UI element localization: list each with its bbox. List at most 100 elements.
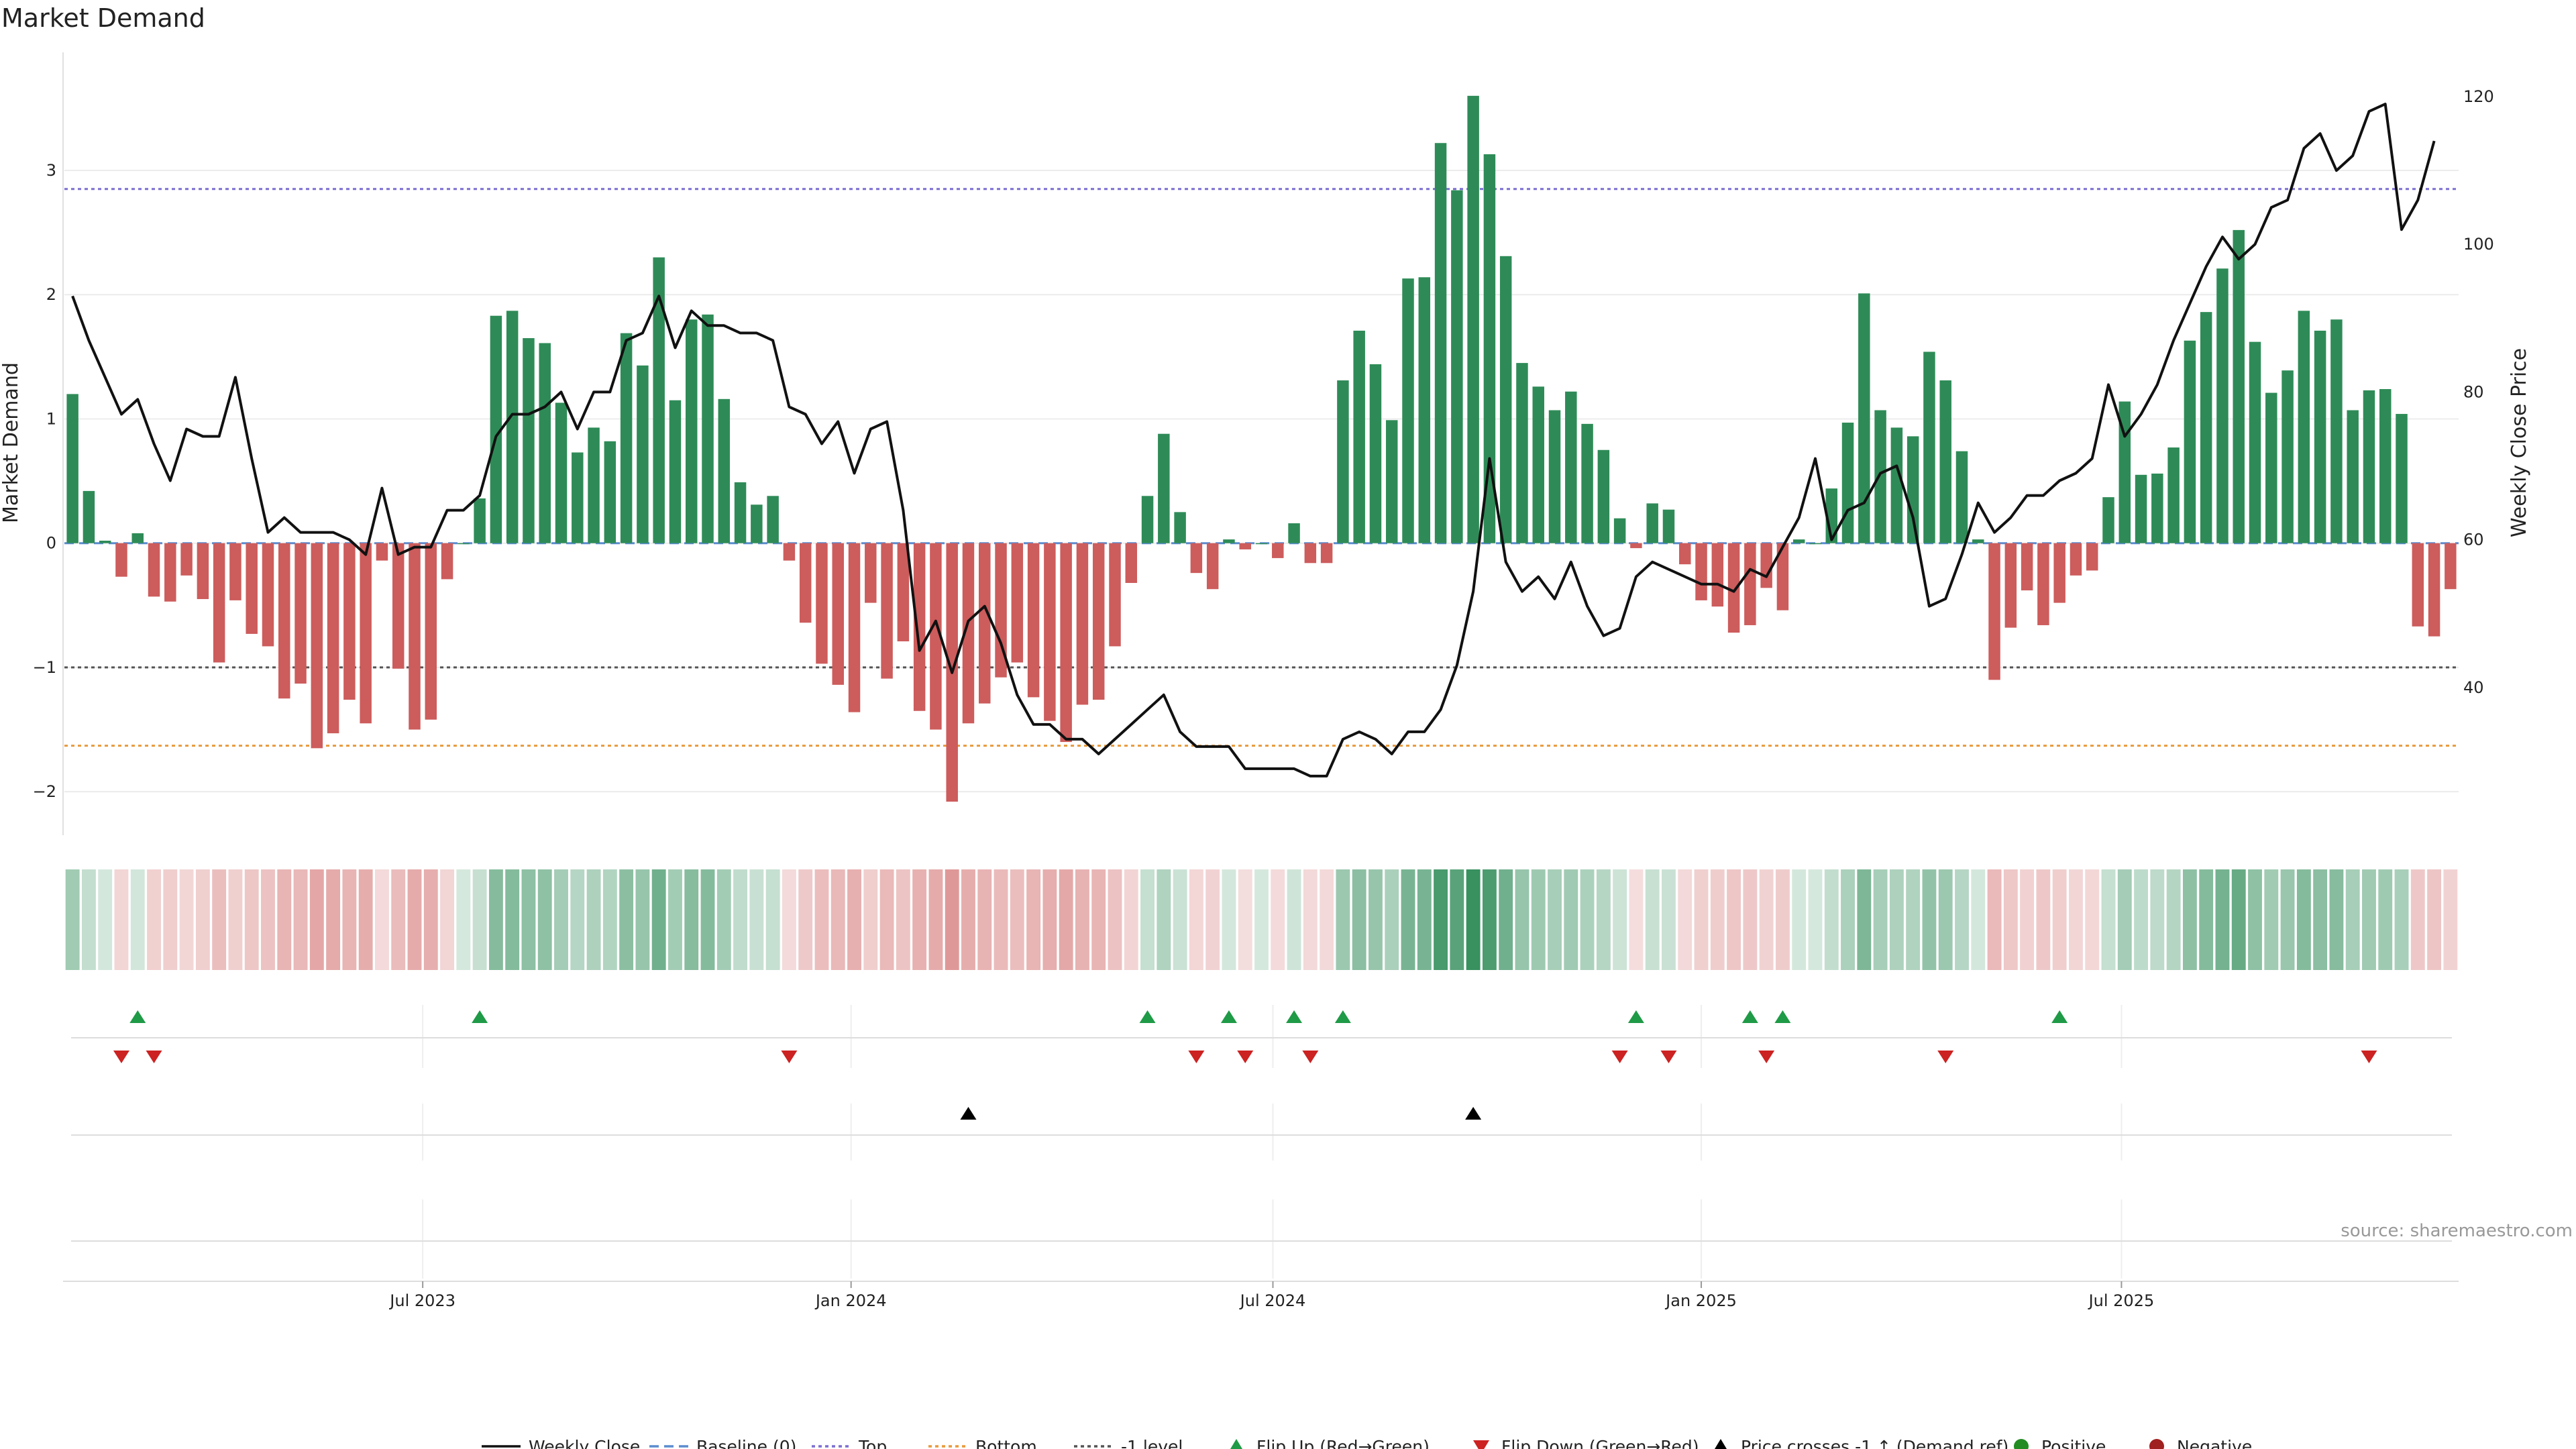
demand-bar bbox=[164, 543, 176, 602]
demand-bar bbox=[1988, 543, 2000, 680]
demand-bar bbox=[474, 498, 486, 543]
demand-heat-cell bbox=[1075, 869, 1089, 970]
demand-heat-cell bbox=[1189, 869, 1203, 970]
demand-heat-cell bbox=[961, 869, 975, 970]
demand-heat-cell bbox=[1841, 869, 1855, 970]
demand-heat-cell bbox=[1466, 869, 1481, 970]
demand-heat-cell bbox=[1889, 869, 1904, 970]
demand-bar bbox=[1418, 277, 1431, 543]
demand-heat-cell bbox=[1987, 869, 2002, 970]
flip-down-marker bbox=[146, 1051, 162, 1063]
demand-bar bbox=[604, 441, 616, 543]
demand-bar bbox=[685, 319, 698, 543]
demand-heat-cell bbox=[1368, 869, 1383, 970]
demand-bar bbox=[1092, 543, 1105, 700]
demand-heat-cell bbox=[994, 869, 1008, 970]
demand-bar bbox=[2021, 543, 2033, 591]
y-right-tick-label: 80 bbox=[2463, 382, 2484, 401]
demand-bar bbox=[2265, 392, 2277, 543]
demand-heat-cell bbox=[2069, 869, 2083, 970]
demand-heat-cell bbox=[2313, 869, 2328, 970]
demand-heat-cell bbox=[81, 869, 96, 970]
demand-heat-cell bbox=[147, 869, 161, 970]
demand-bar bbox=[1076, 543, 1089, 705]
y-left-tick-label: −1 bbox=[33, 658, 56, 677]
demand-heat-cell bbox=[749, 869, 764, 970]
demand-heat-cell bbox=[2231, 869, 2246, 970]
demand-bar bbox=[637, 365, 649, 543]
demand-heat-cell bbox=[2378, 869, 2393, 970]
demand-heat-cell bbox=[1401, 869, 1415, 970]
x-tick-label: Jul 2025 bbox=[2088, 1291, 2155, 1310]
demand-heat-cell bbox=[1792, 869, 1807, 970]
demand-bar bbox=[197, 543, 209, 600]
demand-bar bbox=[1044, 543, 1056, 721]
chart-title: Market Demand bbox=[1, 3, 205, 33]
demand-heat-cell bbox=[1873, 869, 1888, 970]
demand-heat-cell bbox=[244, 869, 259, 970]
demand-heat-cell bbox=[847, 869, 861, 970]
demand-bar bbox=[246, 543, 258, 634]
flip-down-marker bbox=[1937, 1051, 1954, 1063]
demand-bar bbox=[1467, 95, 1479, 543]
demand-heat-cell bbox=[1434, 869, 1448, 970]
demand-heat-cell bbox=[1743, 869, 1758, 970]
demand-bar bbox=[1890, 427, 1903, 543]
price-cross-marker bbox=[1465, 1107, 1482, 1120]
demand-bar bbox=[83, 490, 95, 543]
demand-bar bbox=[523, 338, 535, 543]
demand-heat-cell bbox=[1645, 869, 1660, 970]
demand-bar bbox=[2086, 543, 2098, 571]
demand-bar bbox=[2363, 390, 2375, 543]
demand-heat-cell bbox=[2117, 869, 2132, 970]
demand-bar bbox=[294, 543, 307, 684]
demand-heat-cell bbox=[2020, 869, 2035, 970]
demand-heat-cell bbox=[619, 869, 634, 970]
demand-heat-cell bbox=[505, 869, 520, 970]
demand-heat-cell bbox=[2443, 869, 2458, 970]
demand-heat-cell bbox=[65, 869, 80, 970]
demand-heat-cell bbox=[1775, 869, 1790, 970]
demand-bar bbox=[1190, 543, 1203, 574]
demand-heat-cell bbox=[554, 869, 568, 970]
demand-bar bbox=[99, 540, 111, 543]
demand-bar bbox=[311, 543, 323, 749]
demand-bar bbox=[588, 427, 600, 543]
demand-heat-cell bbox=[1140, 869, 1155, 970]
demand-heat-cell bbox=[277, 869, 292, 970]
demand-heat-cell bbox=[1906, 869, 1921, 970]
flip-up-marker bbox=[1741, 1010, 1758, 1023]
demand-heat-cell bbox=[1010, 869, 1024, 970]
demand-bar bbox=[327, 543, 339, 734]
demand-bar bbox=[995, 543, 1007, 678]
demand-heat-cell bbox=[1254, 869, 1269, 970]
demand-heat-cell bbox=[2101, 869, 2116, 970]
demand-bar bbox=[1125, 543, 1138, 583]
demand-heat-cell bbox=[1596, 869, 1611, 970]
demand-bar bbox=[1760, 543, 1772, 588]
demand-heat-cell bbox=[1531, 869, 1546, 970]
demand-heat-cell bbox=[326, 869, 341, 970]
demand-bar bbox=[1597, 449, 1610, 543]
demand-bar bbox=[653, 257, 665, 543]
demand-bar bbox=[734, 482, 747, 543]
weekly-close-line bbox=[71, 103, 2436, 777]
demand-bar bbox=[66, 394, 78, 543]
demand-heat-cell bbox=[733, 869, 748, 970]
demand-bar bbox=[2282, 370, 2294, 543]
demand-heat-cell bbox=[977, 869, 992, 970]
demand-heat-cell bbox=[2362, 869, 2376, 970]
demand-bar bbox=[1630, 543, 1642, 549]
demand-heat-cell bbox=[2036, 869, 2051, 970]
demand-bar bbox=[1695, 543, 1707, 600]
demand-heat-cell bbox=[1564, 869, 1578, 970]
demand-bar bbox=[913, 543, 926, 711]
legend-swatch-up-triangle bbox=[1230, 1439, 1242, 1449]
demand-heat-cell bbox=[2410, 869, 2425, 970]
demand-heat-cell bbox=[488, 869, 503, 970]
demand-heat-cell bbox=[1450, 869, 1464, 970]
flip-down-marker bbox=[113, 1051, 129, 1063]
legend-swatch-down-triangle bbox=[1473, 1440, 1489, 1449]
demand-heat-cell bbox=[945, 869, 959, 970]
